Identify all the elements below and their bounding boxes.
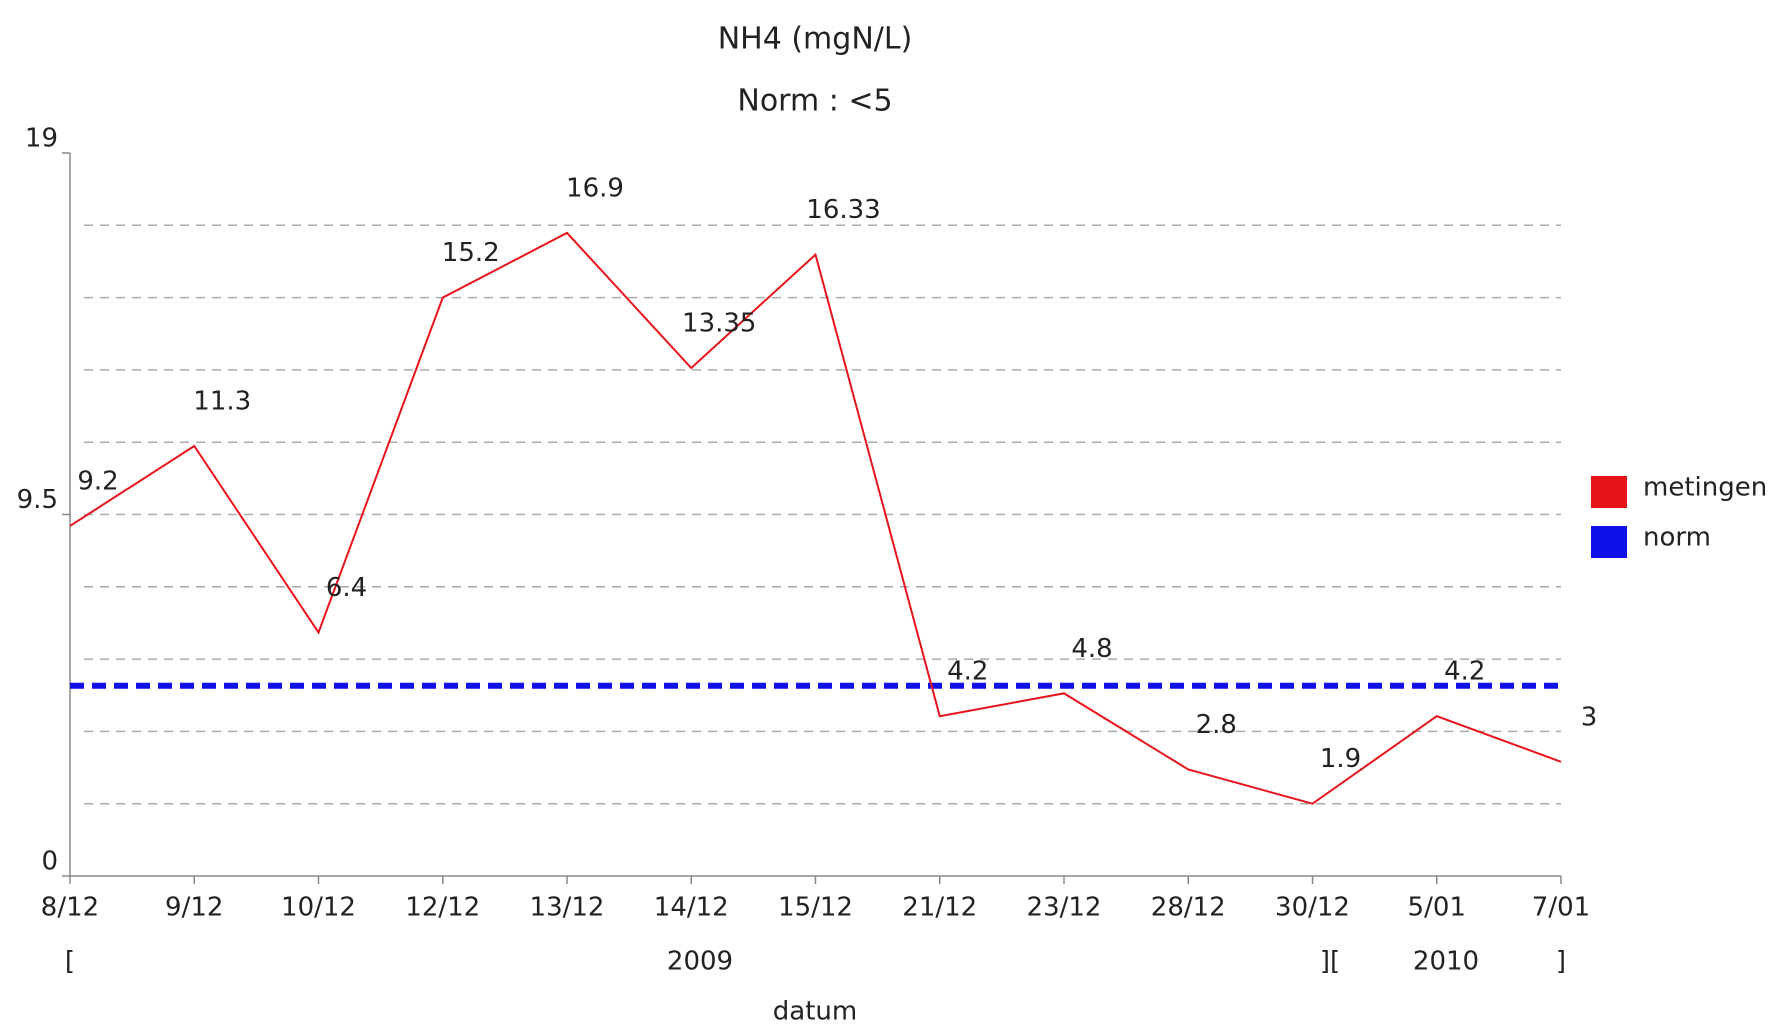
x-group-label: 2009 xyxy=(667,947,733,977)
x-axis-label: datum xyxy=(773,997,857,1027)
data-label: 13.35 xyxy=(682,308,756,338)
legend-label: norm xyxy=(1643,523,1711,553)
x-tick-label: 15/12 xyxy=(778,893,853,923)
x-tick-label: 30/12 xyxy=(1275,893,1350,923)
x-group-label: 2010 xyxy=(1413,947,1479,977)
chart-title: NH4 (mgN/L) xyxy=(718,22,913,57)
x-group-label: ][ xyxy=(1320,947,1340,977)
x-tick-label: 7/01 xyxy=(1532,893,1590,923)
y-tick-label: 19 xyxy=(25,124,58,154)
x-tick-label: 21/12 xyxy=(902,893,977,923)
legend-swatch xyxy=(1591,526,1627,558)
x-tick-label: 13/12 xyxy=(530,893,605,923)
data-label: 4.2 xyxy=(947,657,988,687)
x-group-label: [ xyxy=(65,947,75,977)
data-label: 4.2 xyxy=(1444,657,1485,687)
x-group-label: ] xyxy=(1556,947,1566,977)
chart-subtitle: Norm : <5 xyxy=(737,84,892,119)
y-tick-label: 0 xyxy=(41,847,58,877)
legend-label: metingen xyxy=(1643,473,1767,503)
data-label: 15.2 xyxy=(442,238,500,268)
data-line xyxy=(69,231,1562,805)
x-tick-label: 10/12 xyxy=(281,893,356,923)
data-label: 6.4 xyxy=(326,573,367,603)
data-label: 16.9 xyxy=(566,173,624,203)
data-label: 2.8 xyxy=(1196,710,1237,740)
x-tick-label: 8/12 xyxy=(41,893,99,923)
y-tick-label: 9.5 xyxy=(17,485,58,515)
x-tick-label: 23/12 xyxy=(1027,893,1102,923)
x-tick-label: 5/01 xyxy=(1408,893,1466,923)
legend-swatch xyxy=(1591,476,1627,508)
data-label: 4.8 xyxy=(1071,634,1112,664)
data-label: 16.33 xyxy=(806,195,880,225)
x-tick-label: 28/12 xyxy=(1151,893,1226,923)
data-label: 11.3 xyxy=(193,387,251,417)
x-tick-label: 12/12 xyxy=(405,893,480,923)
x-tick-label: 14/12 xyxy=(654,893,729,923)
data-label: 3 xyxy=(1581,702,1598,732)
data-label: 1.9 xyxy=(1320,744,1361,774)
x-tick-label: 9/12 xyxy=(165,893,223,923)
data-label: 9.2 xyxy=(77,466,118,496)
